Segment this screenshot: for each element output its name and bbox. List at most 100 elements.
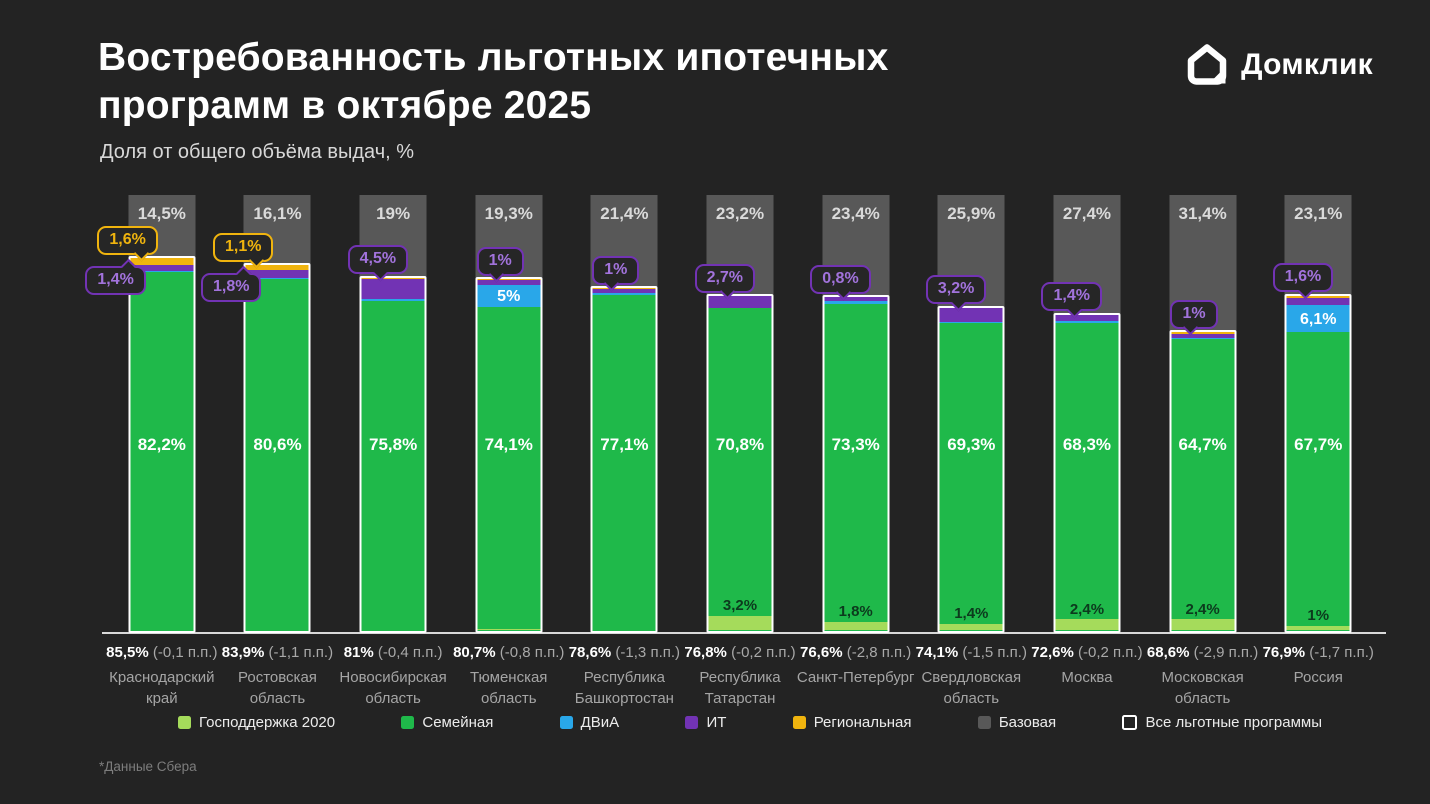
total-value: 74,1% (-1,5 п.п.) <box>915 644 1027 661</box>
legend-swatch-reg <box>792 716 806 729</box>
segment-sem <box>824 303 888 623</box>
legend-item-sem: Семейная <box>401 714 493 731</box>
base-value-label: 23,4% <box>831 204 880 223</box>
region-label-line: Республика <box>699 669 781 686</box>
total-percent: 74,1% <box>915 644 959 661</box>
page-title-line1: Востребованность льготных ипотечных <box>98 36 889 79</box>
region-label-line: Санкт-Петербург <box>796 669 915 686</box>
segment-gos <box>477 628 541 630</box>
segment-it <box>824 297 888 301</box>
segment-gos <box>1055 619 1119 630</box>
preferential-stack <box>1169 330 1237 633</box>
chart: 14,5% 82,2% 1,6% 1,4% 85,5% (-0,1 п.п.) Красн… <box>85 195 1386 707</box>
bar-column: 27,4% 68,3% 2,4% 1,4% 72,6% (-0,2 п.п.) Москв… <box>1029 195 1145 686</box>
segment-gos <box>708 615 772 630</box>
segment-sem <box>1286 331 1350 626</box>
segment-gos <box>1171 619 1235 630</box>
legend-item-gos: Господдержка 2020 <box>178 714 335 731</box>
total-percent: 80,7% <box>453 644 496 661</box>
base-value-label: 16,1% <box>253 204 302 223</box>
segment-it <box>592 289 656 294</box>
bar-column: 14,5% 82,2% 1,6% 1,4% 85,5% (-0,1 п.п.) Красн… <box>85 195 220 707</box>
callout-it-value: 1% <box>592 255 640 285</box>
brand-logo: Домклик <box>1184 42 1373 88</box>
total-percent: 72,6% <box>1031 644 1074 661</box>
segment-sem <box>592 294 656 630</box>
region-label: Республика Башкортостан <box>532 668 717 709</box>
total-percent: 76,6% <box>800 644 843 661</box>
legend-label: ИТ <box>706 714 727 731</box>
segment-gos <box>939 623 1003 630</box>
segment-it <box>245 269 309 278</box>
region-label-line: Татарстан <box>704 689 776 707</box>
total-value: 81% (-0,4 п.п.) <box>343 644 443 661</box>
segment-it <box>1055 314 1119 322</box>
segment-sem <box>477 306 541 629</box>
total-value: 72,6% (-0,2 п.п.) <box>1031 644 1143 661</box>
segment-sem <box>939 322 1003 624</box>
total-percent: 76,9% <box>1262 644 1306 661</box>
legend-label: ДВиА <box>580 714 620 731</box>
legend: Господдержка 2020 Семейная ДВиА ИТ Региональ… <box>178 714 1322 731</box>
page-title: Востребованность льготных ипотечных прог… <box>98 34 889 131</box>
callout-it-value: 1,6% <box>1272 263 1334 293</box>
segment-it <box>708 296 772 308</box>
region-label: Республика Татарстан <box>648 668 833 709</box>
legend-swatch-dvia <box>559 716 573 729</box>
region-label-line: Свердловская <box>921 669 1022 686</box>
region-label: Ростовская область <box>185 668 370 709</box>
legend-label: Региональная <box>813 714 912 731</box>
page-subtitle: Доля от общего объёма выдач, % <box>100 141 415 163</box>
region-label-line: Башкортостан <box>574 689 674 707</box>
legend-item-it: ИТ <box>685 714 726 731</box>
bar-column: 23,1% 67,7% 6,1% 1% 1,6% 76,9% (-1,7 п.п.) Рос… <box>1260 195 1376 686</box>
legend-label: Все льготные программы <box>1145 714 1322 731</box>
region-label-line: область <box>365 689 421 707</box>
segment-sem <box>361 300 425 630</box>
domclick-house-icon <box>1184 42 1230 88</box>
region-label-line: Россия <box>1293 669 1343 686</box>
total-percent: 83,9% <box>221 644 265 661</box>
total-value: 83,9% (-1,1 п.п.) <box>221 644 334 661</box>
legend-swatch-all <box>1122 715 1138 730</box>
preferential-stack <box>128 256 196 633</box>
legend-item-base: Базовая <box>977 714 1057 731</box>
base-value-label: 25,9% <box>947 204 996 223</box>
region-label-line: область <box>249 689 306 707</box>
bar-column: 19% 75,8% 4,5% 81% (-0,4 п.п.) Новосибирская… <box>335 195 451 707</box>
bar-column: 25,9% 69,3% 1,4% 3,2% 74,1% (-1,5 п.п.) Сверд… <box>913 195 1029 707</box>
preferential-stack <box>937 305 1005 633</box>
region-label-line: область <box>943 689 1000 707</box>
region-label-line: Республика <box>583 669 666 686</box>
callout-it-value: 4,5% <box>347 245 409 275</box>
preferential-stack <box>822 295 890 633</box>
region-label: Тюменская область <box>416 668 601 709</box>
segment-gos <box>824 622 888 630</box>
callout-it-value: 0,8% <box>810 264 871 294</box>
total-value: 78,6% (-1,3 п.п.) <box>568 644 681 661</box>
callout-reg-value: 1,6% <box>97 225 158 255</box>
segment-reg <box>477 279 541 281</box>
region-label: Москва <box>994 668 1179 689</box>
bar-column: 23,2% 70,8% 3,2% 2,7% 76,8% (-0,2 п.п.) Респу… <box>682 195 798 707</box>
segment-sem <box>245 279 309 630</box>
base-value-label: 27,4% <box>1062 204 1112 223</box>
callout-it-value: 1,4% <box>1041 282 1102 312</box>
segment-reg <box>592 288 656 290</box>
bar-column: 23,4% 73,3% 1,8% 0,8% 76,6% (-2,8 п.п.) Санкт… <box>797 195 914 686</box>
preferential-stack <box>475 277 543 633</box>
segment-reg <box>245 265 309 270</box>
legend-swatch-sem <box>401 716 415 729</box>
region-label-line: Московская <box>1161 669 1244 686</box>
legend-label: Господдержка 2020 <box>199 714 336 731</box>
total-percent: 85,5% <box>106 644 149 661</box>
base-value-label: 23,2% <box>715 204 765 223</box>
legend-label: Базовая <box>998 714 1057 731</box>
region-label-line: Тюменская <box>470 669 548 686</box>
segment-reg <box>130 258 194 266</box>
legend-item-reg: Региональная <box>792 714 912 731</box>
preferential-stack <box>1053 312 1121 633</box>
legend-swatch-gos <box>178 716 191 729</box>
segment-dvia <box>1286 304 1350 332</box>
region-label: Санкт-Петербург <box>763 668 948 689</box>
